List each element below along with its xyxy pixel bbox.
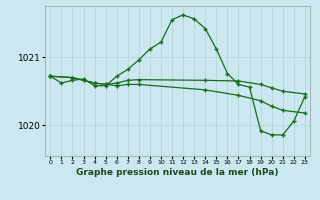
X-axis label: Graphe pression niveau de la mer (hPa): Graphe pression niveau de la mer (hPa) bbox=[76, 168, 279, 177]
